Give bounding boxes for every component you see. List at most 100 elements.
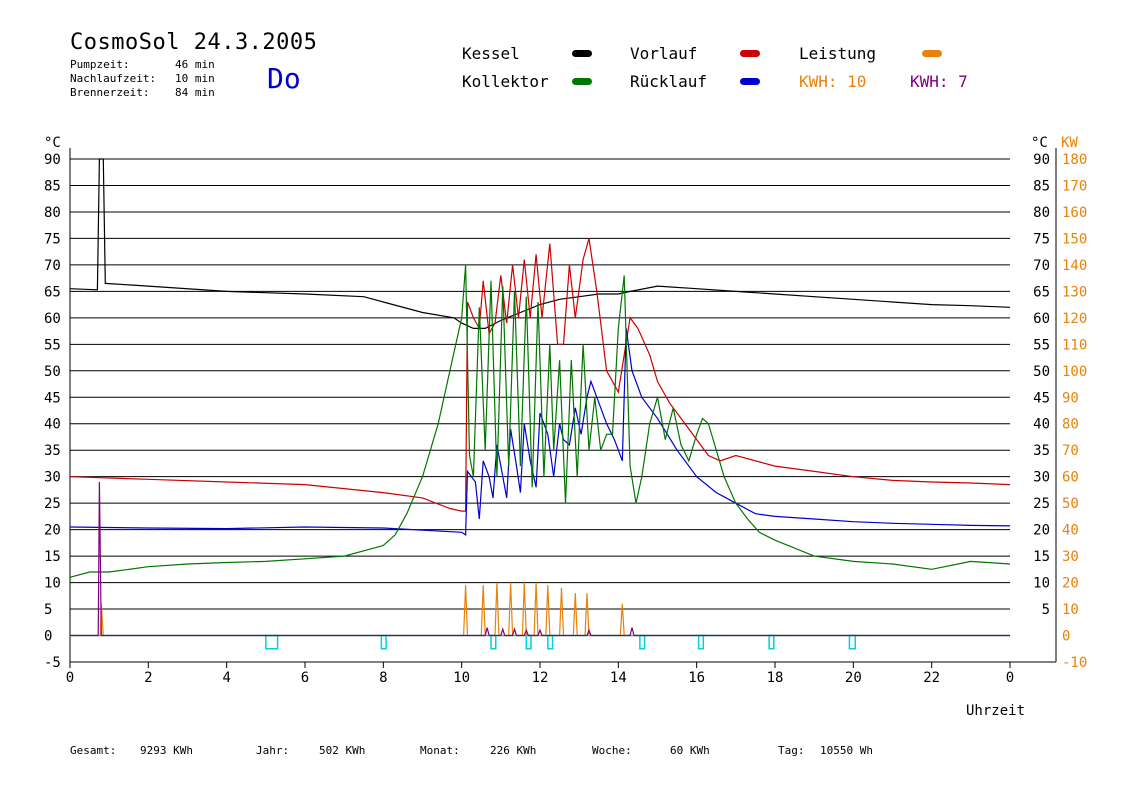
pump-marker bbox=[525, 634, 532, 650]
y-tick-label-kw: 90 bbox=[1062, 390, 1079, 406]
y-tick-label-right: 70 bbox=[1033, 258, 1050, 274]
stat-label: Brennerzeit: bbox=[70, 86, 150, 99]
x-tick-label: 22 bbox=[923, 670, 940, 686]
y-tick-label-right: 20 bbox=[1033, 523, 1050, 539]
y-tick-label-left: 55 bbox=[44, 337, 61, 353]
x-tick-label: 4 bbox=[222, 670, 230, 686]
y-tick-label-left: 50 bbox=[44, 364, 61, 380]
y-tick-label-kw: 10 bbox=[1062, 602, 1079, 618]
legend-vorlauf-label: Vorlauf bbox=[630, 44, 698, 63]
y-tick-label-left: 10 bbox=[44, 576, 61, 592]
footer-monat-value: 226 KWh bbox=[490, 744, 537, 757]
x-tick-label: 0 bbox=[66, 670, 74, 686]
y-tick-label-kw: 180 bbox=[1062, 152, 1087, 168]
y-tick-label-kw: 0 bbox=[1062, 629, 1070, 645]
y-tick-label-kw: 30 bbox=[1062, 549, 1079, 565]
y-tick-label-right: 90 bbox=[1033, 152, 1050, 168]
y-axis-unit-right: °C bbox=[1031, 135, 1048, 151]
y-tick-label-left: 90 bbox=[44, 152, 61, 168]
footer-gesamt-label: Gesamt: bbox=[70, 744, 117, 757]
y-tick-label-left: 85 bbox=[44, 178, 61, 194]
pump-marker bbox=[265, 634, 279, 650]
y-tick-label-right: 10 bbox=[1033, 576, 1050, 592]
y-tick-label-kw: 100 bbox=[1062, 364, 1087, 380]
legend-kessel-swatch bbox=[572, 50, 592, 57]
y-tick-label-left: 60 bbox=[44, 311, 61, 327]
y-tick-label-kw: 110 bbox=[1062, 337, 1087, 353]
series-line-5 bbox=[70, 481, 1010, 637]
series-line-3 bbox=[69, 264, 1011, 578]
y-tick-label-kw: 130 bbox=[1062, 284, 1087, 300]
legend-kollektor-label: Kollektor bbox=[462, 72, 549, 91]
stat-label: Pumpzeit: bbox=[70, 58, 130, 71]
y-tick-label-kw: 150 bbox=[1062, 231, 1087, 247]
y-tick-label-kw: 70 bbox=[1062, 443, 1079, 459]
y-tick-label-right: 5 bbox=[1042, 602, 1050, 618]
y-tick-label-kw: 140 bbox=[1062, 258, 1087, 274]
y-tick-label-left: 45 bbox=[44, 390, 61, 406]
y-tick-label-left: 70 bbox=[44, 258, 61, 274]
y-axis-unit-left: °C bbox=[44, 135, 61, 151]
kwh-second-value: KWH: 7 bbox=[910, 72, 968, 91]
chart-title: CosmoSol 24.3.2005 bbox=[70, 30, 318, 55]
y-tick-label-kw: 120 bbox=[1062, 311, 1087, 327]
footer-woche-label: Woche: bbox=[592, 744, 632, 757]
x-tick-label: 16 bbox=[688, 670, 705, 686]
series-line-0 bbox=[69, 158, 1011, 329]
series-line-2 bbox=[69, 328, 1011, 536]
legend-kessel-label: Kessel bbox=[462, 44, 520, 63]
y-tick-label-right: 40 bbox=[1033, 417, 1050, 433]
x-tick-label: 6 bbox=[301, 670, 309, 686]
y-tick-label-kw: 40 bbox=[1062, 523, 1079, 539]
x-tick-label: 8 bbox=[379, 670, 387, 686]
y-tick-label-right: 25 bbox=[1033, 496, 1050, 512]
pump-marker bbox=[768, 634, 775, 650]
y-tick-label-left: -5 bbox=[44, 655, 61, 671]
legend-ruecklauf-label: Rücklauf bbox=[630, 72, 708, 91]
y-tick-label-right: 75 bbox=[1033, 231, 1050, 247]
y-tick-label-kw: 50 bbox=[1062, 496, 1079, 512]
x-tick-label: 0 bbox=[1006, 670, 1014, 686]
y-tick-label-left: 20 bbox=[44, 523, 61, 539]
pump-marker bbox=[380, 634, 387, 650]
y-tick-label-right: 60 bbox=[1033, 311, 1050, 327]
x-tick-label: 18 bbox=[767, 670, 784, 686]
y-tick-label-left: 80 bbox=[44, 205, 61, 221]
y-tick-label-left: 25 bbox=[44, 496, 61, 512]
footer-woche-value: 60 KWh bbox=[670, 744, 710, 757]
x-tick-label: 10 bbox=[453, 670, 470, 686]
footer-jahr-value: 502 KWh bbox=[319, 744, 366, 757]
y-tick-label-right: 30 bbox=[1033, 470, 1050, 486]
y-tick-label-left: 65 bbox=[44, 284, 61, 300]
y-tick-label-kw: 20 bbox=[1062, 576, 1079, 592]
y-tick-label-right: 45 bbox=[1033, 390, 1050, 406]
footer-gesamt-value: 9293 KWh bbox=[140, 744, 193, 757]
y-tick-label-kw: 60 bbox=[1062, 470, 1079, 486]
x-tick-label: 12 bbox=[532, 670, 549, 686]
kwh-leistung-value: KWH: 10 bbox=[799, 72, 867, 91]
stat-value: 84 min bbox=[175, 86, 215, 99]
x-axis-label: Uhrzeit bbox=[966, 703, 1025, 719]
y-tick-label-right: 50 bbox=[1033, 364, 1050, 380]
y-tick-label-right: 15 bbox=[1033, 549, 1050, 565]
y-tick-label-kw: 80 bbox=[1062, 417, 1079, 433]
footer-tag-label: Tag: bbox=[778, 744, 805, 757]
x-tick-label: 2 bbox=[144, 670, 152, 686]
y-tick-label-left: 75 bbox=[44, 231, 61, 247]
footer-monat-label: Monat: bbox=[420, 744, 460, 757]
y-axis-unit-kw: KW bbox=[1061, 135, 1078, 151]
footer-tag-value: 10550 Wh bbox=[820, 744, 873, 757]
pump-marker bbox=[639, 634, 646, 650]
legend-kollektor-swatch bbox=[572, 78, 592, 85]
y-tick-label-right: 65 bbox=[1033, 284, 1050, 300]
y-tick-label-right: 80 bbox=[1033, 205, 1050, 221]
y-tick-label-kw: 170 bbox=[1062, 178, 1087, 194]
stat-value: 10 min bbox=[175, 72, 215, 85]
legend-vorlauf-swatch bbox=[740, 50, 760, 57]
y-tick-label-left: 40 bbox=[44, 417, 61, 433]
legend-leistung-label: Leistung bbox=[799, 44, 877, 63]
y-tick-label-kw: 160 bbox=[1062, 205, 1087, 221]
pump-marker bbox=[848, 634, 857, 650]
y-tick-label-right: 55 bbox=[1033, 337, 1050, 353]
